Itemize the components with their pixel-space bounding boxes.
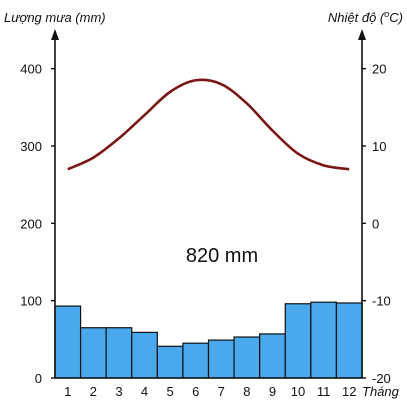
precip-bar-12 (335, 302, 363, 379)
precip-bar-2 (79, 327, 107, 379)
left-tick-label: 400 (20, 62, 42, 77)
annual-precipitation-annotation: 820 mm (186, 245, 258, 267)
temperature-line-layer (67, 78, 350, 171)
precip-bar-3 (105, 327, 133, 379)
month-label-5: 5 (167, 384, 174, 399)
month-label-10: 10 (291, 384, 305, 399)
precip-bar-4 (131, 331, 158, 379)
precip-bar-1 (54, 305, 82, 379)
left-tick-label: 0 (35, 371, 42, 386)
month-label-4: 4 (141, 384, 148, 399)
left-tick-label: 200 (20, 216, 42, 231)
precip-bar-9 (259, 333, 286, 379)
month-label-3: 3 (115, 384, 122, 399)
right-axis-arrow (358, 29, 366, 40)
right-tick-label: 0 (372, 216, 379, 231)
precip-bar-8 (233, 336, 261, 379)
right-tick-label: -10 (372, 294, 391, 309)
x-axis-title: Tháng (362, 384, 400, 399)
left-tick-label: 300 (20, 139, 42, 154)
left-tick-label: 100 (20, 294, 42, 309)
left-axis-title: Lượng mưa (mm) (4, 10, 106, 25)
right-tick-label: 20 (372, 62, 386, 77)
month-label-9: 9 (269, 384, 276, 399)
precip-bar-10 (284, 303, 312, 379)
precip-bar-6 (182, 342, 210, 379)
temperature-line (67, 78, 350, 171)
right-axis-title: Nhiệt độ (oC) (328, 9, 403, 25)
precipitation-bars (54, 301, 363, 379)
month-label-11: 11 (317, 384, 331, 399)
labels: Lượng mưa (mm) Nhiệt độ (oC) Tháng 820 m… (4, 9, 403, 399)
month-label-12: 12 (342, 384, 356, 399)
left-axis-arrow (51, 29, 59, 40)
month-label-7: 7 (218, 384, 225, 399)
right-tick-label: 10 (372, 139, 386, 154)
month-label-6: 6 (192, 384, 199, 399)
precip-bar-5 (156, 345, 184, 379)
precip-bar-7 (207, 339, 235, 379)
month-label-1: 1 (64, 384, 71, 399)
month-label-2: 2 (90, 384, 97, 399)
month-label-8: 8 (243, 384, 250, 399)
right-tick-label: -20 (372, 371, 391, 386)
precip-bar-11 (310, 301, 338, 379)
